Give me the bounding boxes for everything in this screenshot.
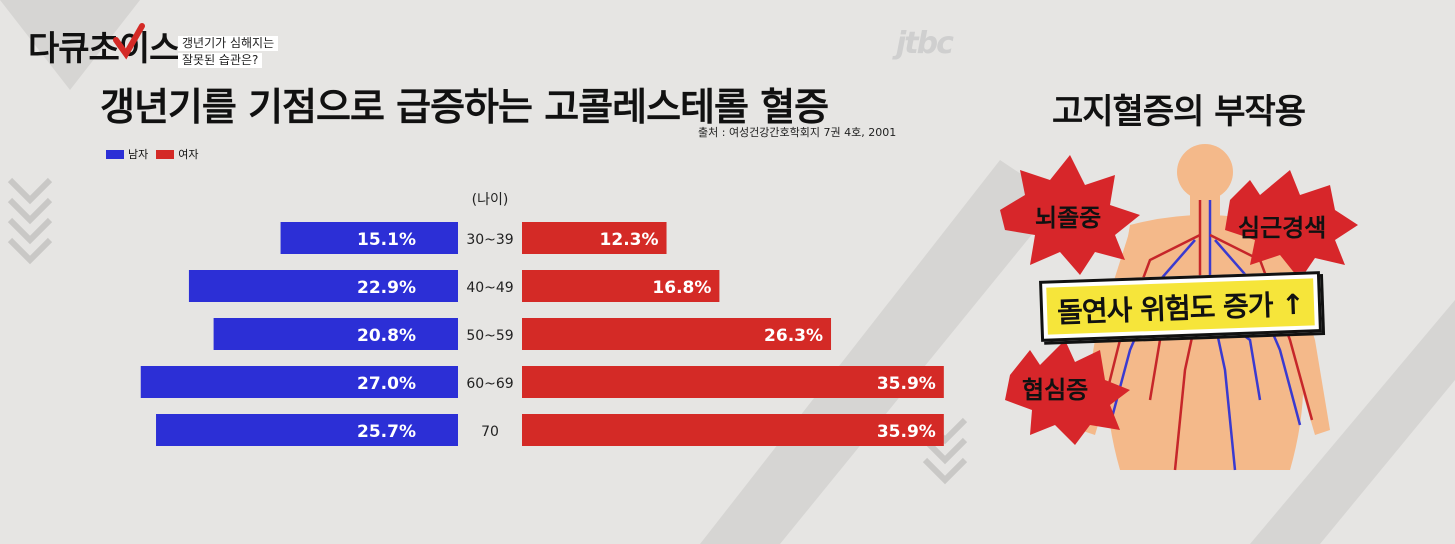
- bar-female: [522, 270, 720, 302]
- bar-male: [213, 318, 458, 350]
- bar-male: [156, 414, 458, 446]
- data-label-female: 35.9%: [877, 374, 936, 394]
- legend-item-male: 남자: [106, 146, 148, 162]
- data-label-female: 16.8%: [652, 278, 711, 298]
- category-label: 40~49: [466, 280, 513, 296]
- age-axis-label: (나이): [472, 192, 509, 208]
- legend-swatch-male: [106, 149, 124, 159]
- butterfly-bar-chart: (나이) 15.1% 12.3% 30~39 22.9% 16.8% 40~49 20.8% 2…: [140, 192, 944, 446]
- risk-banner-text: 돌연사 위험도 증가 ↑: [1046, 278, 1315, 335]
- broadcaster-logo: jtbc: [896, 26, 954, 61]
- effect-label-myocardial-infarction: 심근경색: [1238, 214, 1327, 242]
- bar-male: [280, 222, 458, 254]
- bar-female: [522, 366, 944, 398]
- category-label: 60~69: [466, 376, 513, 392]
- bar-female: [522, 414, 944, 446]
- category-label: 30~39: [466, 232, 513, 248]
- data-label-female: 12.3%: [600, 230, 659, 250]
- bar-male: [140, 366, 458, 398]
- risk-banner: 돌연사 위험도 증가 ↑: [1039, 271, 1322, 342]
- data-label-female: 26.3%: [764, 326, 823, 346]
- legend-item-female: 여자: [156, 146, 199, 162]
- category-label: 50~59: [466, 328, 513, 344]
- arrow-up-icon: ↑: [1280, 287, 1305, 322]
- data-label-male: 22.9%: [357, 278, 416, 298]
- legend-label-female: 여자: [178, 148, 199, 161]
- effect-label-stroke: 뇌졸중: [1035, 204, 1102, 232]
- bar-male: [188, 270, 459, 302]
- data-label-male: 25.7%: [357, 422, 416, 442]
- checkmark-icon: [113, 23, 145, 60]
- episode-subtitle: 갱년기가 심해지는 잘못된 습관은?: [178, 36, 279, 70]
- risk-banner-label: 돌연사 위험도 증가: [1056, 288, 1274, 330]
- chart-legend: 남자 여자: [106, 146, 199, 162]
- data-label-male: 27.0%: [357, 374, 416, 394]
- data-label-female: 35.9%: [877, 422, 936, 442]
- side-panel-title: 고지혈증의 부작용: [1052, 92, 1306, 132]
- subtitle-line-2: 잘못된 습관은?: [178, 53, 263, 68]
- program-logo: 다큐초이스: [28, 29, 180, 69]
- chart-source: 출처 : 여성건강간호학회지 7권 4호, 2001: [698, 126, 897, 139]
- effect-label-angina: 협심증: [1022, 376, 1089, 404]
- subtitle-line-1: 갱년기가 심해지는: [178, 36, 279, 51]
- data-label-male: 15.1%: [357, 230, 416, 250]
- bar-female: [522, 222, 667, 254]
- category-label: 70: [481, 424, 499, 440]
- bar-female: [522, 318, 832, 350]
- chart-title: 갱년기를 기점으로 급증하는 고콜레스테롤 혈증: [100, 85, 829, 129]
- legend-label-male: 남자: [128, 148, 149, 161]
- legend-swatch-female: [156, 149, 175, 159]
- data-label-male: 20.8%: [357, 326, 416, 346]
